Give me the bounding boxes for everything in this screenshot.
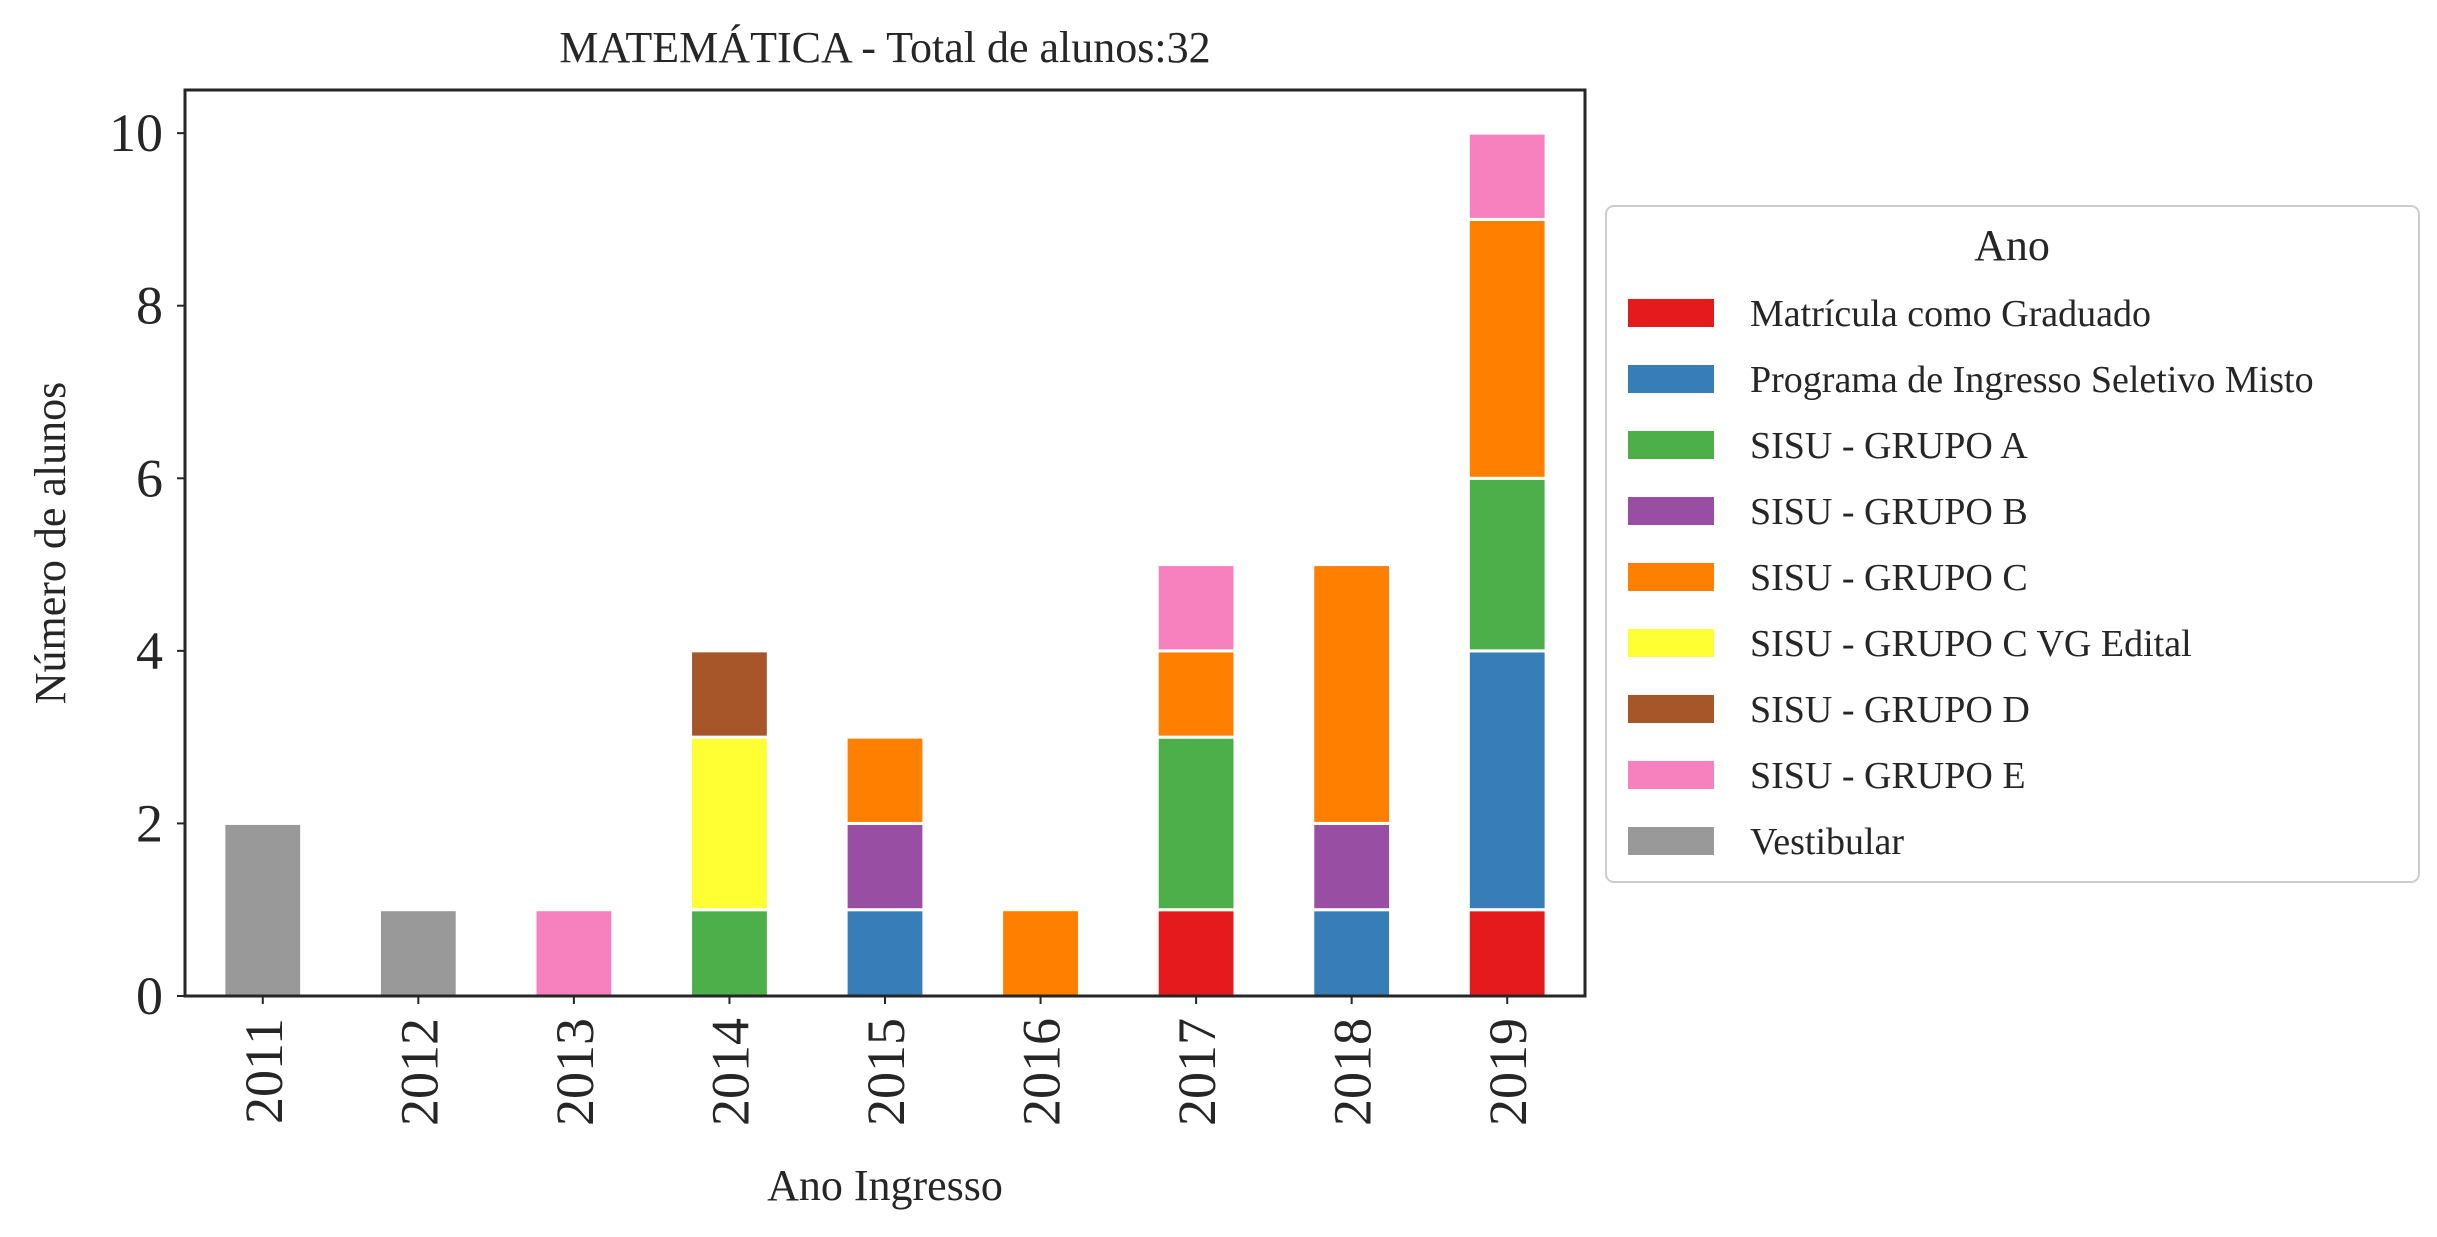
legend-swatch — [1628, 497, 1714, 525]
bar-segment — [377, 908, 459, 998]
bar-segment — [1000, 908, 1081, 998]
bar-segment — [844, 735, 926, 825]
x-tick-label: 2012 — [389, 1018, 449, 1126]
legend: Ano Matrícula como Graduado Programa de I… — [1605, 205, 2420, 883]
y-tick-label: 2 — [136, 793, 163, 853]
y-axis-ticks: 0 2 4 6 8 10 — [109, 103, 185, 1026]
x-tick-label: 2015 — [856, 1018, 916, 1126]
legend-swatch — [1628, 563, 1714, 591]
bar-segment — [689, 649, 770, 739]
bar-segment — [1155, 563, 1237, 653]
bar-segment — [1155, 908, 1237, 998]
legend-swatch — [1628, 827, 1714, 855]
bar-segment — [689, 735, 770, 912]
y-tick-label: 8 — [136, 276, 163, 336]
bars-layer — [222, 131, 1548, 998]
x-axis-ticks: 2011 2012 2013 2014 2015 2016 2017 2018 2019 — [234, 996, 1538, 1126]
bar-segment — [1311, 908, 1393, 998]
bar-segment — [1311, 821, 1393, 912]
x-tick-label: 2014 — [700, 1018, 760, 1126]
x-tick-label: 2018 — [1323, 1018, 1383, 1126]
x-tick-label: 2013 — [545, 1018, 605, 1126]
legend-items: Matrícula como Graduado Programa de Ingre… — [1628, 293, 2314, 863]
legend-entry: SISU - GRUPO D — [1750, 689, 2030, 731]
legend-frame — [1605, 205, 2420, 883]
legend-entry: Programa de Ingresso Seletivo Misto — [1750, 359, 2314, 401]
chart-title: MATEMÁTICA - Total de alunos:32 — [559, 23, 1210, 72]
x-tick-label: 2016 — [1012, 1018, 1072, 1126]
bar-segment — [844, 821, 926, 912]
bar-segment — [533, 908, 615, 998]
x-tick-label: 2017 — [1167, 1018, 1227, 1126]
legend-swatch — [1628, 431, 1714, 459]
bar-segment — [1466, 476, 1548, 653]
legend-entry: Vestibular — [1750, 821, 1904, 863]
x-axis-label: Ano Ingresso — [767, 1161, 1003, 1210]
legend-entry: SISU - GRUPO B — [1750, 491, 2028, 533]
legend-title: Ano — [1974, 221, 2050, 270]
bar-segment — [1155, 735, 1237, 912]
bar-segment — [1466, 131, 1548, 221]
bar-segment — [1311, 563, 1393, 825]
x-tick-label: 2019 — [1478, 1018, 1538, 1126]
legend-entry: SISU - GRUPO E — [1750, 755, 2026, 797]
bar-segment — [222, 821, 304, 998]
legend-entry: SISU - GRUPO A — [1750, 425, 2028, 467]
legend-entry: Matrícula como Graduado — [1750, 293, 2151, 335]
legend-swatch — [1628, 629, 1714, 657]
bar-segment — [689, 908, 770, 998]
y-tick-label: 0 — [136, 966, 163, 1026]
x-tick-label: 2011 — [234, 1018, 294, 1124]
bar-segment — [1155, 649, 1237, 739]
bar-segment — [844, 908, 926, 998]
bar-segment — [1466, 217, 1548, 480]
legend-entry: SISU - GRUPO C — [1750, 557, 2028, 599]
legend-swatch — [1628, 761, 1714, 789]
legend-swatch — [1628, 695, 1714, 723]
y-tick-label: 10 — [109, 103, 163, 163]
legend-swatch — [1628, 299, 1714, 327]
y-tick-label: 6 — [136, 448, 163, 508]
legend-entry: SISU - GRUPO C VG Edital — [1750, 623, 2192, 665]
y-axis-label: Número de alunos — [26, 382, 75, 705]
bar-segment — [1466, 908, 1548, 998]
y-tick-label: 4 — [136, 621, 163, 681]
legend-swatch — [1628, 365, 1714, 393]
bar-segment — [1466, 649, 1548, 912]
